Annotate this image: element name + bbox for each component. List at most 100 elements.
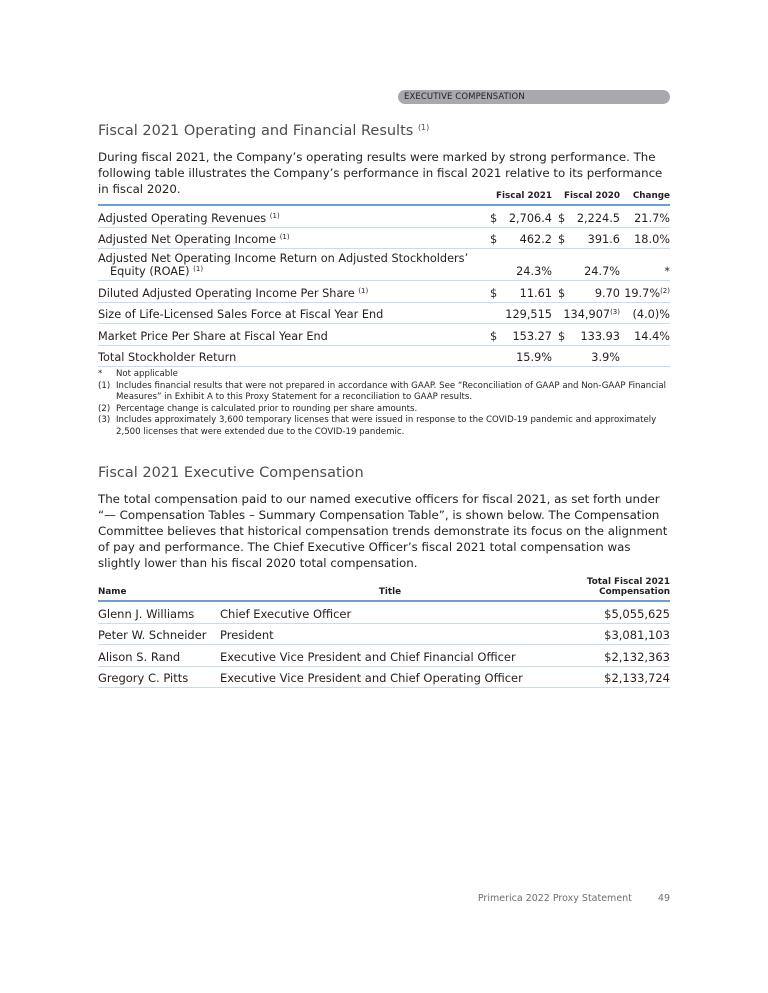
col-total-line1: Total Fiscal 2021 (586, 577, 670, 587)
footnote-ref: (2) (660, 286, 670, 295)
footnote-ref: (3) (610, 308, 620, 316)
text: (4.0)% (632, 308, 670, 321)
text: Market Price Per Share at Fiscal Year En… (98, 329, 328, 343)
change-value: (4.0)% (620, 308, 670, 321)
currency: $ (558, 233, 566, 246)
row-label: Adjusted Operating Revenues (1) (98, 212, 484, 225)
table-row: Peter W. Schneider President $3,081,103 (98, 624, 670, 645)
col-fiscal-2021: Fiscal 2021 (496, 191, 552, 201)
col-name: Name (98, 587, 127, 597)
text: Equity (ROAE) (110, 265, 190, 278)
footnote-text: Includes approximately 3,600 temporary l… (116, 415, 657, 437)
fiscal-2021-value: 129,515 (484, 308, 552, 321)
value: 153.27 (512, 329, 552, 343)
label-line2: Equity (ROAE) (1) (98, 265, 484, 278)
currency: $ (490, 329, 498, 343)
executive-title: Chief Executive Officer (220, 606, 352, 621)
fiscal-2020-value: $391.6 (552, 233, 620, 246)
value-text: 2,224.5 (576, 211, 620, 225)
text: Adjusted Net Operating Income (98, 233, 277, 246)
footnote-mark: (3) (98, 415, 111, 425)
heading-text: Fiscal 2021 Operating and Financial Resu… (98, 123, 414, 139)
footnote-text: Includes financial results that were not… (116, 380, 666, 403)
executive-name: Peter W. Schneider (98, 628, 207, 642)
fiscal-2021-value: $462.2 (484, 233, 552, 246)
compensation-intro: The total compensation paid to our named… (98, 492, 668, 570)
executive-title: President (220, 628, 274, 642)
fiscal-2020-value: $9.70 (552, 287, 620, 300)
col-title: Title (378, 587, 402, 597)
value: 11.61 (519, 286, 552, 300)
row-label: Total Stockholder Return (98, 351, 484, 364)
fiscal-2021-value: 15.9% (484, 351, 552, 364)
total-compensation: $5,055,625 (604, 606, 670, 621)
compensation-table: Name Title Total Fiscal 2021 Compensation… (98, 577, 670, 688)
currency: $ (558, 329, 566, 343)
change-value: 18.0% (620, 233, 670, 246)
footnote-mark: (2) (98, 403, 111, 414)
value: 2,224.5 (577, 212, 620, 225)
text: Adjusted Operating Revenues (98, 211, 267, 225)
footnote-ref: (1) (279, 233, 290, 241)
table-header: Fiscal 2021 Fiscal 2020 Change (98, 191, 670, 206)
table-row: Market Price Per Share at Fiscal Year En… (98, 324, 670, 346)
footnote-ref: (1) (417, 123, 430, 132)
table-row: Total Stockholder Return 15.9% 3.9% (98, 346, 670, 367)
executive-name: Alison S. Rand (98, 649, 181, 664)
fiscal-2020-value: 3.9% (552, 351, 620, 364)
col-fiscal-2020: Fiscal 2020 (564, 191, 620, 201)
value-text: 9.70 (594, 286, 620, 300)
value-text: 391.6 (587, 233, 620, 246)
publication-name: Primerica 2022 Proxy Statement (477, 893, 632, 904)
fiscal-2021-value: 24.3% (484, 265, 552, 278)
text: Diluted Adjusted Operating Income Per Sh… (98, 286, 355, 300)
col-change: Change (632, 191, 670, 201)
footnote-mark: * (98, 369, 103, 379)
executive-name: Glenn J. Williams (98, 606, 195, 621)
table-row: Adjusted Net Operating Income Return on … (98, 249, 670, 281)
row-label: Adjusted Net Operating Income Return on … (98, 252, 484, 278)
currency: $ (558, 211, 566, 225)
total-compensation: $2,132,363 (604, 649, 670, 664)
value: 462.2 (519, 233, 552, 246)
currency: $ (558, 286, 566, 300)
table-row: Gregory C. Pitts Executive Vice President… (98, 667, 670, 688)
executive-title: Executive Vice President and Chief Opera… (220, 671, 523, 685)
text: 18.0% (634, 233, 670, 246)
footnote-ref: (1) (358, 286, 369, 295)
table-row: Size of Life-Licensed Sales Force at Fis… (98, 303, 670, 324)
footnote-text: Percentage change is calculated prior to… (116, 403, 418, 414)
text: 14.4% (634, 329, 670, 343)
value: 134,907(3) (563, 308, 620, 321)
value: 133.93 (580, 330, 620, 343)
change-value: 14.4% (620, 330, 670, 343)
text: * (664, 265, 670, 278)
table-header: Name Title Total Fiscal 2021 Compensation (98, 577, 670, 602)
footnotes: * Not applicable (1) Includes financial res… (98, 369, 670, 438)
currency: $ (490, 211, 498, 225)
label-line1: Adjusted Net Operating Income Return on … (98, 252, 469, 265)
value-text: 3.9% (591, 351, 620, 364)
value-text: 134,907 (563, 308, 611, 321)
row-label: Market Price Per Share at Fiscal Year En… (98, 330, 484, 343)
value: 24.7% (584, 265, 620, 278)
col-total: Total Fiscal 2021 Compensation (560, 577, 670, 597)
value: 391.6 (588, 233, 620, 246)
row-label: Size of Life-Licensed Sales Force at Fis… (98, 308, 484, 321)
change-value: 21.7% (620, 212, 670, 225)
change-value: * (620, 265, 670, 278)
footnote-ref: (1) (193, 265, 204, 273)
page-footer: Primerica 2022 Proxy Statement 49 (470, 893, 670, 904)
text: 21.7% (634, 211, 670, 225)
fiscal-2020-value: 24.7% (552, 265, 620, 278)
footnote-text: Not applicable (116, 369, 178, 379)
value-text: 24.7% (584, 265, 620, 278)
value: 9.70 (595, 287, 620, 300)
footnote: (2) Percentage change is calculated prior… (98, 404, 670, 416)
executive-name: Gregory C. Pitts (98, 671, 189, 685)
table-row: Glenn J. Williams Chief Executive Officer… (98, 602, 670, 624)
row-label: Diluted Adjusted Operating Income Per Sh… (98, 287, 484, 300)
footnote-mark: (1) (98, 380, 111, 391)
results-table: Fiscal 2021 Fiscal 2020 Change Adjusted … (98, 191, 670, 367)
value-text: 133.93 (580, 329, 620, 343)
